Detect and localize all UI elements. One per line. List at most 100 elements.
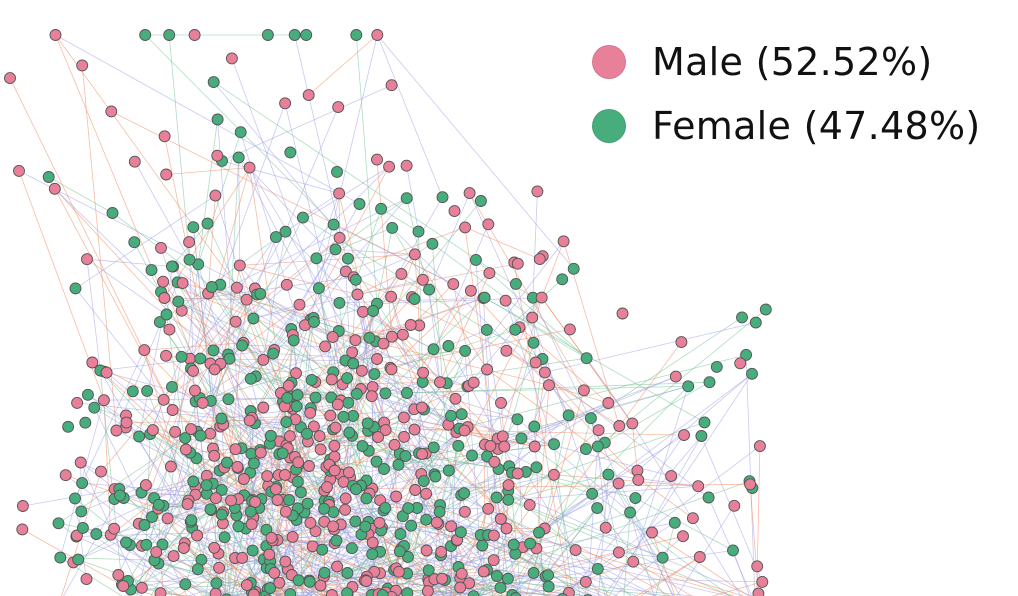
female-node [361,417,374,430]
network-edge [371,528,457,596]
network-edge [515,553,546,577]
male-node [169,425,182,438]
male-node [166,404,179,416]
male-node [392,565,405,578]
network-edge [508,490,753,596]
male-color-swatch [592,45,626,79]
female-node [420,513,433,526]
male-node [692,480,705,493]
female-node [436,191,449,204]
network-edge [213,455,217,584]
male-node [331,560,344,573]
male-node [395,267,408,280]
male-node [390,490,403,503]
female-node [287,334,300,347]
network-edge [165,355,342,525]
male-node [163,323,176,336]
female-node [211,113,224,126]
network-edge [439,272,490,383]
network-edge [486,329,543,360]
network-edge [224,537,231,596]
female-node [62,420,75,433]
male-node [237,473,250,485]
female-node [283,494,296,506]
female-node [54,551,67,564]
male-node [388,438,401,451]
network-edge [82,527,181,596]
male-node [646,526,658,539]
male-node [372,431,384,444]
female-node [682,380,695,393]
female-node [375,202,388,215]
female-node [478,291,491,304]
male-node [97,394,110,407]
female-node [341,567,354,579]
male-node [225,52,238,65]
male-node [293,298,306,311]
female-node [736,311,748,324]
female-node [584,412,597,425]
network-edge [532,191,538,298]
network-edge [455,398,531,506]
network-edge [651,532,750,596]
male-node [135,581,148,594]
male-node [13,164,25,177]
network-edge [285,106,339,232]
female-node [494,581,507,594]
network-edge [188,242,197,459]
network-edge [614,535,684,596]
female-node [342,396,355,409]
male-node [324,409,337,422]
female-node [509,277,522,290]
female-node [426,237,439,250]
network-edge [522,373,753,548]
network-edge [414,254,420,326]
network-edge [239,265,358,295]
female-node [140,538,153,551]
network-edge [374,329,516,375]
male-node [185,423,197,436]
network-edge [213,547,285,596]
male-node [243,414,256,427]
female-node [466,449,478,462]
network-edge [464,227,507,529]
male-node [445,520,458,533]
male-node [49,29,62,41]
network-edge [55,34,247,300]
network-edge [275,166,390,238]
network-edge [240,132,316,383]
female-node [294,486,307,499]
network-edge [219,426,238,468]
network-edge [239,253,415,266]
female-node [530,461,543,474]
female-node [695,430,708,442]
female-node [194,429,207,442]
female-node [106,207,119,219]
male-node [435,545,448,558]
network-edge [145,409,173,486]
male-node [529,356,542,369]
female-node [222,393,235,406]
male-node [204,427,217,440]
male-node [243,161,256,174]
male-node [434,376,446,389]
male-node [269,483,282,496]
male-node [245,518,258,531]
female-node [165,260,178,273]
male-node [577,384,590,397]
female-node [187,221,200,234]
female-node [305,373,318,386]
network-edge [360,485,403,596]
male-node [292,456,305,469]
network-edge [458,479,639,568]
female-node [580,352,593,365]
female-node [527,336,540,349]
female-node [459,344,472,357]
female-node [368,368,381,381]
male-node [385,79,398,92]
male-node [158,292,171,304]
male-node [325,589,338,596]
network-edge [78,559,183,596]
female-node [210,577,223,590]
male-node [209,492,222,505]
